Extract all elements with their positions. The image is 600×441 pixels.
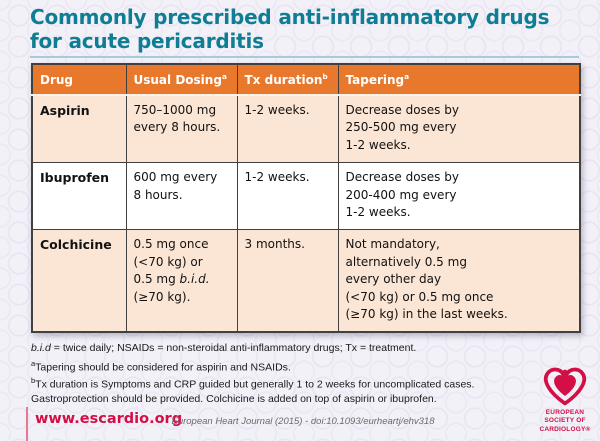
footnote-bid-italic: b.i.d [31,342,51,354]
drug-table: Drug Usual Dosinga Tx durationb Tapering… [31,63,581,334]
esc-logo-text: EUROPEAN SOCIETY OF CARDIOLOGY® [539,409,591,433]
esc-heart-icon [543,367,587,406]
col-header-drug: Drug [31,63,127,96]
col-header-duration-label: Tx duration [244,73,323,87]
footnote-a-sup: a [31,359,36,368]
colchicine-duration: 3 months. [236,229,339,333]
col-header-drug-label: Drug [40,73,74,87]
colchicine-dosing-bid: b.i.d. [179,272,210,287]
colchicine-dosing-post: (≥70 kg). [133,289,191,304]
ibuprofen-drug-name: Ibuprofen [31,162,127,231]
footer-divider-bar [26,407,28,441]
colchicine-dosing-pre: 0.5 mg once (<70 kg) or 0.5 mg [133,237,209,287]
title-block: Commonly prescribed anti-inflammatory dr… [30,5,579,59]
col-header-dosing: Usual Dosinga [125,63,238,96]
aspirin-drug-name: Aspirin [31,94,127,164]
colchicine-tapering: Not mandatory, alternatively 0.5 mg ever… [337,229,581,333]
ibuprofen-duration: 1-2 weeks. [236,162,339,231]
colchicine-drug-name: Colchicine [31,229,127,333]
footnote-a: aTapering should be considered for aspir… [31,359,291,375]
col-header-duration-sup: b [322,72,328,81]
aspirin-dosing: 750–1000 mg every 8 hours. [125,94,238,164]
footnote-b-text: Tx duration is Symptoms and CRP guided b… [31,378,475,406]
aspirin-tapering: Decrease doses by 250-500 mg every 1-2 w… [337,94,581,164]
ibuprofen-tapering: Decrease doses by 200-400 mg every 1-2 w… [337,162,581,231]
colchicine-dosing: 0.5 mg once (<70 kg) or 0.5 mg b.i.d. (≥… [125,229,238,333]
journal-citation: European Heart Journal (2015) - doi:10.1… [171,416,435,427]
footnote-abbreviations: b.i.d = twice daily; NSAIDs = non-steroi… [31,341,416,356]
table-row-ibuprofen: Ibuprofen 600 mg every 8 hours. 1-2 week… [31,162,581,231]
page-title: Commonly prescribed anti-inflammatory dr… [30,5,550,53]
table-row-aspirin: Aspirin 750–1000 mg every 8 hours. 1-2 w… [31,94,581,164]
col-header-tapering: Taperinga [337,63,581,96]
table-row-colchicine: Colchicine 0.5 mg once (<70 kg) or 0.5 m… [31,229,581,333]
footnote-abbrev-text: = twice daily; NSAIDs = non-steroidal an… [50,342,417,354]
col-header-duration: Tx durationb [236,63,339,96]
table-header-row: Drug Usual Dosinga Tx durationb Tapering… [31,63,581,96]
escardio-website-link[interactable]: www.escardio.org [35,411,183,427]
footnote-b: bTx duration is Symptoms and CRP guided … [31,376,474,407]
footnote-a-text: Tapering should be considered for aspiri… [35,361,291,374]
col-header-tapering-label: Tapering [345,73,405,87]
esc-logo: EUROPEAN SOCIETY OF CARDIOLOGY® [532,364,598,434]
col-header-dosing-sup: a [221,72,227,81]
aspirin-duration: 1-2 weeks. [236,94,339,164]
col-header-dosing-label: Usual Dosing [133,73,222,87]
ibuprofen-dosing: 600 mg every 8 hours. [125,162,238,231]
footnote-b-sup: b [31,376,36,385]
col-header-tapering-sup: a [404,72,410,81]
